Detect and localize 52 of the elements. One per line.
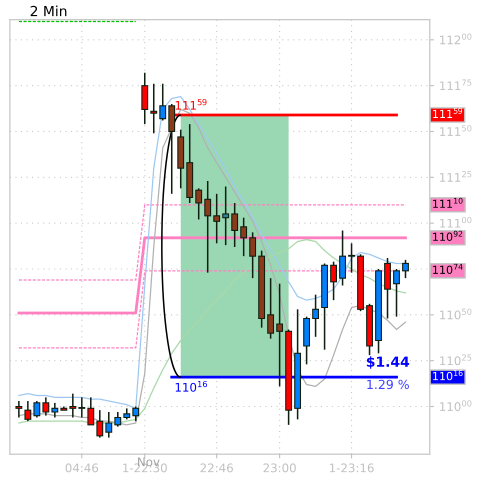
candlestick (339, 230, 346, 286)
y-tick-label: 110$^{50}$ (440, 308, 472, 320)
candlestick (402, 259, 409, 279)
candlestick (15, 400, 22, 418)
y-tick-label: 111$^{00}$ (440, 216, 472, 228)
candlestick (33, 400, 40, 418)
candlestick (213, 193, 220, 244)
x-tick-label: 1-23:16 (330, 463, 374, 472)
annotation: $1.44 (366, 356, 410, 369)
candlestick (240, 216, 248, 257)
candlestick (231, 202, 238, 248)
series-label: 111$^{59}$ (176, 99, 207, 110)
chart-title: 2 Min (30, 6, 66, 16)
text: 111$^{10}$ (433, 198, 463, 208)
text: 110$^{74}$ (433, 264, 463, 274)
candlestick (132, 406, 140, 422)
candlestick (123, 408, 130, 420)
annotation: 1.29 % (367, 380, 409, 390)
candlestick (141, 72, 148, 125)
candlestick (330, 260, 338, 301)
candlestick (51, 402, 58, 418)
candlestick (276, 282, 284, 388)
y-tick-label: 111$^{50}$ (440, 125, 472, 136)
x-tick-label: 22:46 (200, 463, 233, 472)
candlestick (42, 396, 50, 416)
x-tick-label: 04:46 (66, 463, 98, 472)
candlestick (222, 186, 230, 246)
candlestick (78, 396, 86, 418)
y-tick-label: 111$^{25}$ (440, 171, 472, 182)
y-tick-label: 111$^{75}$ (440, 80, 472, 90)
candlestick (267, 277, 274, 340)
candlestick (204, 180, 212, 274)
text: 110$^{92}$ (433, 230, 462, 241)
text: 110$^{16}$ (433, 370, 463, 380)
y-tick-label: 112$^{00}$ (440, 34, 472, 44)
y-tick-label: 110$^{25}$ (440, 354, 472, 366)
candlestick (69, 392, 76, 418)
candlestick (249, 232, 256, 279)
candlestick (195, 188, 202, 220)
candlestick (105, 411, 112, 438)
candlestick (159, 83, 166, 122)
x-tick-label: 23:00 (263, 463, 296, 472)
candlestick (96, 409, 104, 438)
candlestick (87, 396, 94, 426)
series-label: 110$^{16}$ (176, 380, 208, 392)
candlestick (393, 268, 400, 318)
candlestick (312, 294, 320, 338)
text: 111$^{59}$ (433, 108, 462, 118)
candlestick (24, 400, 32, 422)
y-tick-label: 110$^{00}$ (440, 400, 472, 412)
candlestick (348, 242, 355, 274)
candlestick (114, 411, 122, 428)
